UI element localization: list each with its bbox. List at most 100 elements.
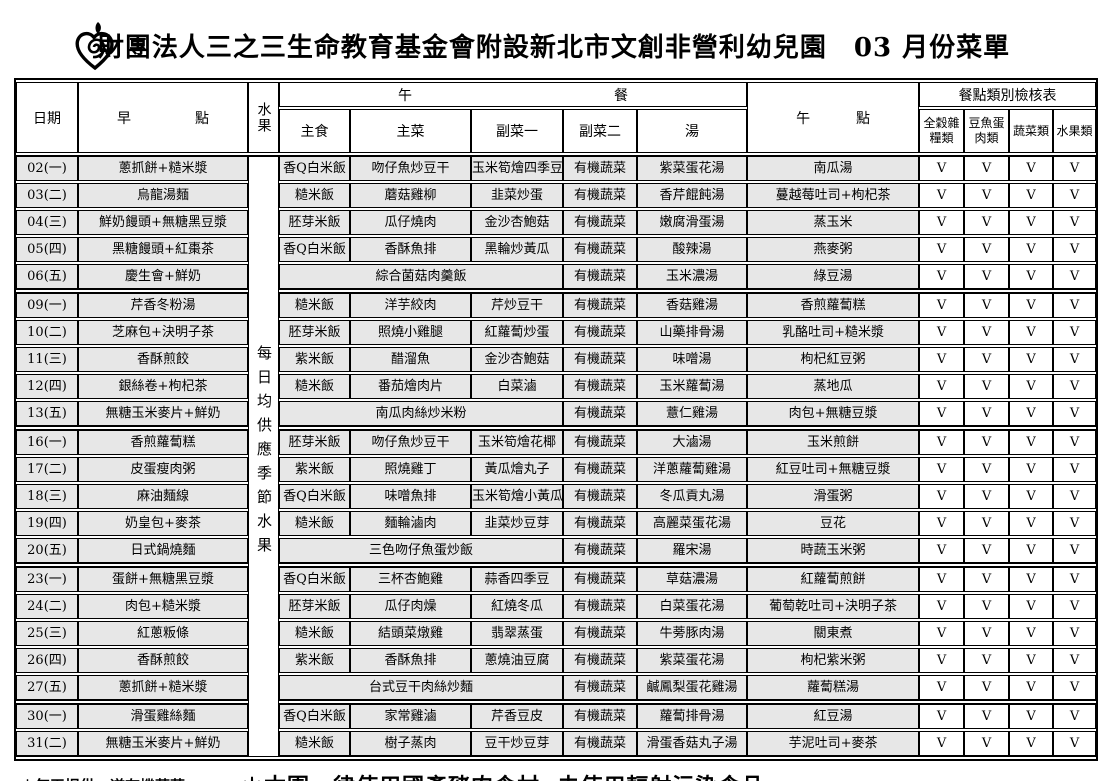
check-cell: V: [919, 237, 965, 262]
side1-cell: 翡翠蒸蛋: [471, 621, 563, 646]
breakfast-cell: 香酥煎餃: [78, 347, 248, 372]
date-cell: 25(三): [16, 621, 78, 646]
soup-cell: 薏仁雞湯: [637, 401, 748, 427]
footer-notes: ＊每天提供一道有機蔬菜 ＊本園一律使用國產豬肉食材, 未使用輻射污染食品: [20, 769, 1108, 781]
main-dish-cell: 洋芋絞肉: [350, 292, 471, 318]
date-cell: 24(二): [16, 594, 78, 619]
col-header-side1: 副菜一: [471, 109, 563, 153]
soup-cell: 白菜蛋花湯: [637, 594, 748, 619]
check-cell: V: [964, 731, 1010, 757]
staple-cell: 紫米飯: [279, 457, 350, 482]
menu-row: 24(二) 肉包+糙米漿 胚芽米飯 瓜仔肉燥 紅燒冬瓜 有機蔬菜 白菜蛋花湯 葡萄乾吐司+決明…: [16, 594, 1097, 619]
snack-cell: 枸杞紅豆粥: [747, 347, 920, 372]
check-cell: V: [964, 264, 1010, 290]
check-cell: V: [1053, 484, 1097, 509]
check-cell: V: [964, 511, 1010, 536]
check-cell: V: [964, 648, 1010, 673]
soup-cell: 紫菜蛋花湯: [637, 648, 748, 673]
check-cell: V: [919, 347, 965, 372]
check-cell: V: [1053, 320, 1097, 345]
soup-cell: 滑蛋香菇丸子湯: [637, 731, 748, 757]
check-cell: V: [1009, 264, 1054, 290]
main-dish-cell: 樹子蒸肉: [350, 731, 471, 757]
breakfast-cell: 蛋餅+無糖黑豆漿: [78, 566, 248, 592]
breakfast-cell: 肉包+糙米漿: [78, 594, 248, 619]
side2-cell: 有機蔬菜: [563, 457, 637, 482]
date-cell: 30(一): [16, 703, 78, 729]
breakfast-cell: 芹香冬粉湯: [78, 292, 248, 318]
check-cell: V: [919, 264, 965, 290]
soup-cell: 羅宋湯: [637, 538, 748, 564]
staple-cell: 胚芽米飯: [279, 594, 350, 619]
check-cell: V: [1009, 210, 1054, 235]
snack-cell: 南瓜湯: [747, 155, 920, 181]
pork-origin-note: ＊本園一律使用國產豬肉食材, 未使用輻射污染食品: [241, 769, 764, 781]
menu-row: 26(四) 香酥煎餃 紫米飯 香酥魚排 蔥燒油豆腐 有機蔬菜 紫菜蛋花湯 枸杞紫米粥 V V V V: [16, 648, 1097, 673]
check-cell: V: [1053, 648, 1097, 673]
menu-row: 18(三) 麻油麵線 香Q白米飯 味噌魚排 玉米筍燴小黃瓜 有機蔬菜 冬瓜貢丸湯 滑蛋粥 V V V…: [16, 484, 1097, 509]
snack-cell: 玉米煎餅: [747, 429, 920, 455]
check-cell: V: [919, 457, 965, 482]
snack-cell: 蘿蔔糕湯: [747, 675, 920, 701]
main-dish-cell: 香酥魚排: [350, 237, 471, 262]
fruit-note-text: 每日均供應季節水果: [255, 344, 273, 561]
check-cell: V: [919, 675, 965, 701]
staple-cell: 胚芽米飯: [279, 320, 350, 345]
main-dish-cell: 吻仔魚炒豆干: [350, 155, 471, 181]
snack-cell: 時蔬玉米粥: [747, 538, 920, 564]
breakfast-cell: 日式鍋燒麵: [78, 538, 248, 564]
check-cell: V: [964, 347, 1010, 372]
check-cell: V: [919, 731, 965, 757]
soup-cell: 蘿蔔排骨湯: [637, 703, 748, 729]
fruit-note-cell: 每日均供應季節水果: [248, 155, 279, 757]
soup-cell: 嫩腐滑蛋湯: [637, 210, 748, 235]
side1-cell: 金沙杏鮑菇: [471, 347, 563, 372]
side2-cell: 有機蔬菜: [563, 374, 637, 399]
staple-cell: 香Q白米飯: [279, 703, 350, 729]
check-cell: V: [1009, 675, 1054, 701]
menu-row: 19(四) 奶皇包+麥茶 糙米飯 麵輪滷肉 韭菜炒豆芽 有機蔬菜 高麗菜蛋花湯 豆花 V V V V: [16, 511, 1097, 536]
soup-cell: 高麗菜蛋花湯: [637, 511, 748, 536]
main-dish-cell: 香酥魚排: [350, 648, 471, 673]
check-cell: V: [1053, 621, 1097, 646]
main-dish-cell: 照燒雞丁: [350, 457, 471, 482]
check-cell: V: [964, 429, 1010, 455]
side1-cell: 韭菜炒豆芽: [471, 511, 563, 536]
check-cell: V: [1053, 264, 1097, 290]
staple-cell: 胚芽米飯: [279, 210, 350, 235]
side1-cell: 玉米筍燴四季豆: [471, 155, 563, 181]
side1-cell: 豆干炒豆芽: [471, 731, 563, 757]
check-cell: V: [1009, 511, 1054, 536]
staple-cell: 糙米飯: [279, 374, 350, 399]
date-cell: 04(三): [16, 210, 78, 235]
soup-cell: 紫菜蛋花湯: [637, 155, 748, 181]
side2-cell: 有機蔬菜: [563, 264, 637, 290]
date-cell: 12(四): [16, 374, 78, 399]
check-cell: V: [919, 401, 965, 427]
check-cell: V: [1009, 292, 1054, 318]
soup-cell: 大滷湯: [637, 429, 748, 455]
side1-cell: 玉米筍燴花椰: [471, 429, 563, 455]
breakfast-cell: 奶皇包+麥茶: [78, 511, 248, 536]
check-cell: V: [964, 703, 1010, 729]
side2-cell: 有機蔬菜: [563, 320, 637, 345]
side2-cell: 有機蔬菜: [563, 210, 637, 235]
check-cell: V: [964, 155, 1010, 181]
combined-dish-cell: 南瓜肉絲炒米粉: [279, 401, 563, 427]
check-cell: V: [1053, 155, 1097, 181]
check-cell: V: [919, 320, 965, 345]
check-cell: V: [919, 621, 965, 646]
staple-cell: 糙米飯: [279, 731, 350, 757]
check-cell: V: [1009, 237, 1054, 262]
side2-cell: 有機蔬菜: [563, 484, 637, 509]
soup-cell: 冬瓜貢丸湯: [637, 484, 748, 509]
main-dish-cell: 瓜仔燒肉: [350, 210, 471, 235]
side2-cell: 有機蔬菜: [563, 155, 637, 181]
side2-cell: 有機蔬菜: [563, 401, 637, 427]
menu-rows: 02(一) 蔥抓餅+糙米漿 每日均供應季節水果 香Q白米飯 吻仔魚炒豆干 玉米筍燴四季豆有…: [16, 155, 1097, 757]
check-cell: V: [964, 566, 1010, 592]
check-cell: V: [1009, 648, 1054, 673]
date-cell: 02(一): [16, 155, 78, 181]
check-cell: V: [919, 429, 965, 455]
soup-cell: 山藥排骨湯: [637, 320, 748, 345]
